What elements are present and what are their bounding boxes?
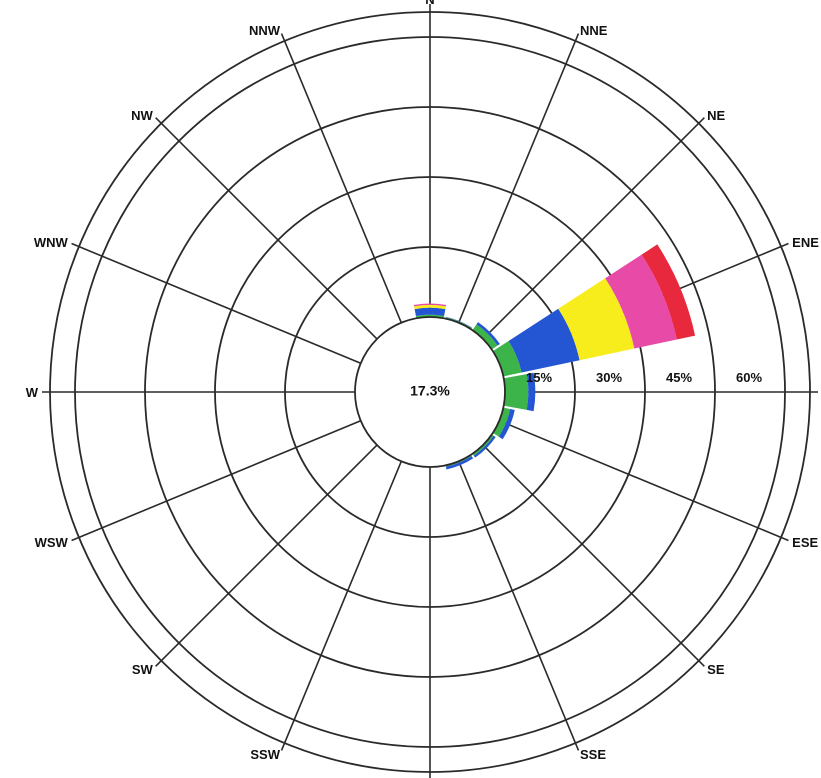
wedge-ene-bin-2 [508, 308, 580, 373]
calm-circle [354, 316, 506, 468]
wedge-e-bin-1 [503, 374, 529, 410]
direction-label-wsw: WSW [35, 535, 69, 550]
direction-label-nnw: NNW [249, 23, 281, 38]
wedge-ene-bin-3 [558, 278, 635, 361]
spoke-se [482, 444, 705, 667]
direction-label-n: N [425, 0, 434, 7]
spoke-ne [482, 117, 705, 340]
direction-label-wnw: WNW [34, 235, 69, 250]
direction-label-ssw: SSW [250, 747, 280, 762]
direction-label-sw: SW [132, 662, 154, 677]
wedge-n-bin-3 [414, 304, 446, 310]
wedge-ne-bin-2 [476, 322, 500, 346]
calm-percentage-label: 17.3% [410, 383, 450, 399]
direction-label-ese: ESE [792, 535, 818, 550]
wedge-ene-bin-1 [492, 340, 522, 377]
spoke-nne [457, 33, 580, 324]
wedge-e-bin-2 [526, 372, 536, 412]
direction-label-nne: NNE [580, 23, 608, 38]
wedge-n-bin-2 [414, 307, 446, 316]
spoke-sse [457, 460, 580, 751]
ring-label-60: 60% [736, 370, 762, 385]
radial-tick-labels: 15% 30% 45% 60% [526, 370, 762, 385]
wedge-sse-bin-2 [445, 456, 474, 470]
wedge-ene-bin-5 [641, 244, 696, 340]
direction-label-nw: NW [131, 108, 153, 123]
spoke-nnw [280, 33, 403, 324]
wedge-n-bin-4 [413, 303, 447, 307]
ring-label-15: 15% [526, 370, 552, 385]
spoke-sw [155, 444, 378, 667]
spoke-ssw [280, 460, 403, 751]
direction-labels: NNNENEENEESESESSESSSWSWWSWWWNWNWNNW [26, 0, 820, 762]
wedge-ese-bin-2 [498, 409, 515, 440]
direction-label-w: W [26, 385, 39, 400]
ring-label-30: 30% [596, 370, 622, 385]
direction-label-se: SE [707, 662, 725, 677]
direction-label-ne: NE [707, 108, 725, 123]
wedge-se-bin-2 [473, 435, 496, 458]
ring-label-45: 45% [666, 370, 692, 385]
spoke-ese [498, 419, 789, 542]
direction-label-sse: SSE [580, 747, 606, 762]
spoke-nw [155, 117, 378, 340]
wedge-ene-bin-4 [605, 254, 677, 349]
wedge-ne-bin-1 [472, 324, 498, 350]
direction-label-ene: ENE [792, 235, 819, 250]
spoke-wnw [71, 242, 362, 365]
wedge-ese-bin-1 [492, 407, 511, 437]
spoke-wsw [71, 419, 362, 542]
